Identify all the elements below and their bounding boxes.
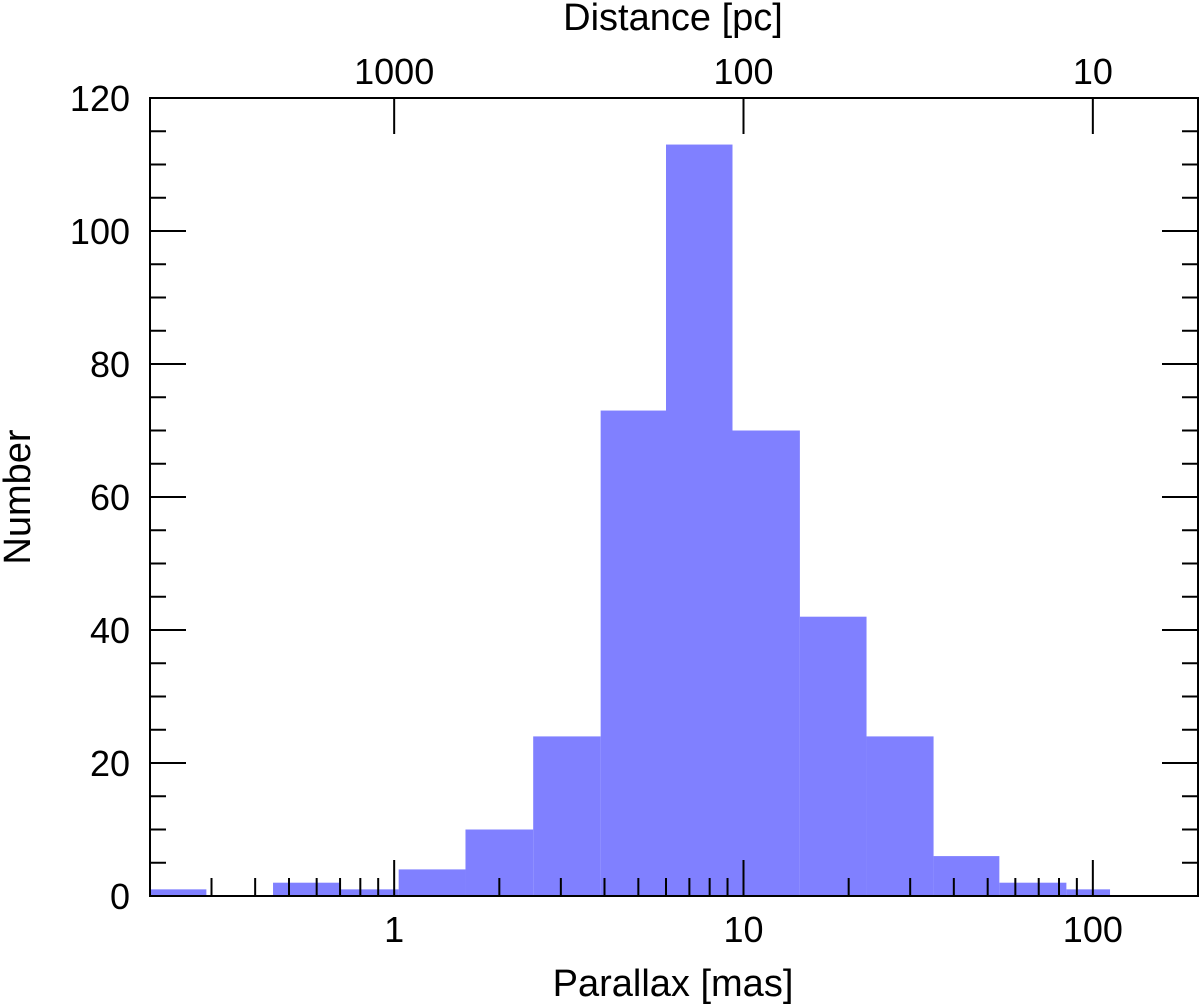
top-tick-label: 10	[1073, 51, 1113, 92]
plot-frame	[149, 97, 1199, 897]
top-axis-title: Distance [pc]	[563, 0, 783, 39]
top-tick-label: 1000	[354, 51, 434, 92]
top-tick-label: 100	[713, 51, 773, 92]
histogram-bar-13	[1066, 889, 1111, 896]
x-tick-label: 10	[723, 909, 763, 950]
histogram-bar-3	[398, 869, 466, 896]
histogram-bar-1	[273, 882, 341, 896]
y-tick-label: 60	[90, 477, 130, 518]
histogram-bar-11	[933, 856, 1000, 896]
y-tick-label: 100	[70, 211, 130, 252]
histogram-bar-8	[732, 430, 800, 896]
y-tick-label: 0	[110, 876, 130, 917]
y-axis-title: Number	[0, 429, 39, 564]
x-tick-label: 1	[384, 909, 404, 950]
histogram-bar-9	[799, 616, 867, 896]
histogram-bar-10	[866, 736, 934, 896]
histogram-bar-7	[666, 144, 733, 897]
y-tick-label: 20	[90, 743, 130, 784]
y-tick-label: 40	[90, 610, 130, 651]
histogram-bar-5	[533, 736, 601, 896]
histogram-bar-12	[999, 882, 1067, 896]
histogram-bar-2	[340, 889, 399, 896]
bars-layer	[150, 144, 1111, 897]
x-axis-title: Parallax [mas]	[553, 963, 794, 1005]
x-tick-label: 100	[1063, 909, 1123, 950]
y-tick-label: 80	[90, 344, 130, 385]
ticks-layer	[150, 98, 1198, 896]
histogram-bar-6	[600, 410, 667, 896]
y-tick-label: 120	[70, 78, 130, 119]
histogram-bar-0	[150, 889, 207, 896]
